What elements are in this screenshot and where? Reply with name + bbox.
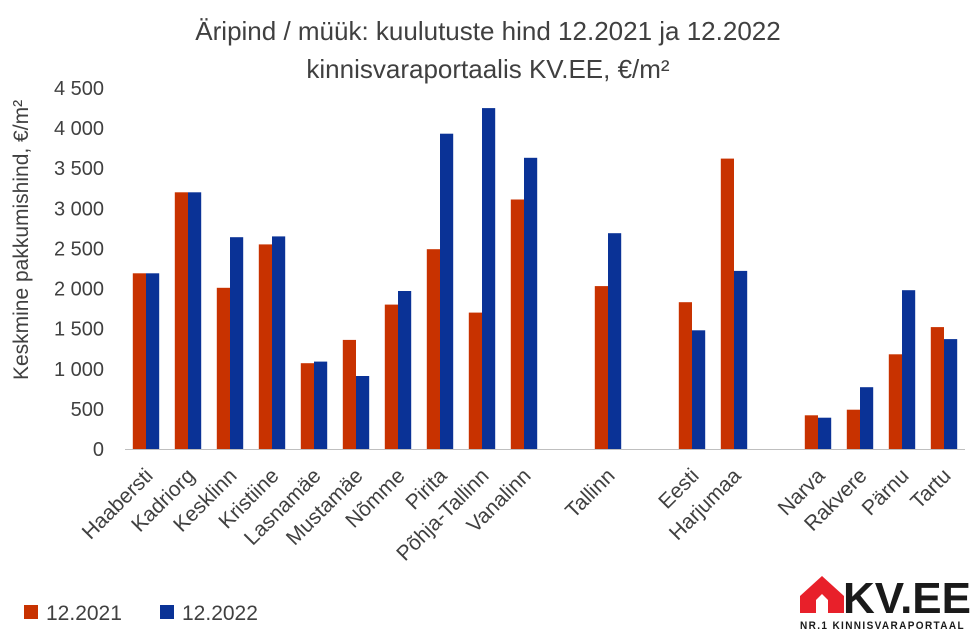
bar-2022: [692, 330, 706, 449]
y-tick-label: 500: [71, 399, 104, 421]
bar-2022: [188, 192, 202, 450]
bar-2022: [398, 291, 412, 449]
y-tick-label: 0: [93, 439, 104, 461]
bar-2022: [272, 236, 286, 449]
legend-label: 12.2022: [182, 602, 258, 625]
bar-2021: [594, 286, 608, 449]
bar-2021: [384, 304, 398, 449]
bar-2021: [720, 158, 734, 449]
y-tick-label: 2 000: [54, 279, 104, 301]
x-axis-ticks: HaaberstiKadriorgKesklinnKristiineLasnam…: [78, 464, 956, 566]
bar-2022: [734, 270, 748, 449]
legend: 12.2021 12.2022: [24, 602, 258, 625]
legend-swatch: [160, 605, 174, 619]
bar-2022: [860, 387, 874, 449]
bar-2021: [888, 354, 902, 449]
y-tick-label: 3 000: [54, 198, 104, 220]
y-tick-label: 1 500: [54, 319, 104, 341]
bars: [132, 108, 958, 450]
bar-2022: [902, 290, 916, 449]
bar-2021: [300, 363, 314, 449]
bar-2021: [342, 339, 356, 449]
bar-2021: [216, 287, 230, 449]
y-tick-label: 4 500: [54, 78, 104, 100]
y-tick-label: 4 000: [54, 118, 104, 140]
logo-text: KV.EE: [843, 574, 971, 623]
bar-2022: [608, 233, 622, 449]
chart-title-line-1: Äripind / müük: kuulutuste hind 12.2021 …: [195, 16, 780, 46]
bar-2022: [356, 376, 370, 449]
house-door-icon: [816, 594, 828, 613]
bar-2022: [440, 133, 454, 449]
bar-2021: [132, 273, 146, 449]
bar-2022: [818, 417, 832, 449]
chart-title: Äripind / müük: kuulutuste hind 12.2021 …: [195, 16, 780, 84]
chart-title-line-2: kinnisvaraportaalis KV.EE, €/m²: [306, 54, 670, 84]
bar-2021: [846, 409, 860, 449]
legend-label: 12.2021: [46, 602, 122, 625]
x-tick-label: Pärnu: [858, 464, 914, 520]
bar-2021: [804, 415, 818, 449]
x-tick-label: Tallinn: [561, 464, 619, 522]
bar-2022: [944, 339, 958, 449]
logo-tagline: NR.1 KINNISVARAPORTAAL: [800, 620, 965, 632]
legend-swatch: [24, 605, 38, 619]
bar-2022: [230, 237, 244, 449]
y-tick-label: 2 500: [54, 238, 104, 260]
x-tick-label: Tartu: [906, 464, 955, 513]
bar-2022: [482, 108, 496, 449]
bar-2021: [426, 249, 440, 449]
y-axis-label: Keskmine pakkumishind, €/m²: [10, 100, 33, 380]
bar-2021: [930, 327, 944, 449]
bar-2022: [314, 361, 328, 449]
y-tick-label: 1 000: [54, 359, 104, 381]
bar-2022: [146, 273, 160, 449]
y-tick-label: 3 500: [54, 158, 104, 180]
bar-2022: [524, 157, 538, 450]
bar-2021: [174, 192, 188, 450]
bar-2021: [678, 302, 692, 449]
y-axis-ticks: 0 500 1 000 1 500 2 000 2 500 3 000 3 500 4 000 4…: [54, 78, 104, 461]
bar-2021: [510, 199, 524, 449]
bar-2021: [468, 312, 482, 449]
bar-2021: [258, 244, 272, 449]
